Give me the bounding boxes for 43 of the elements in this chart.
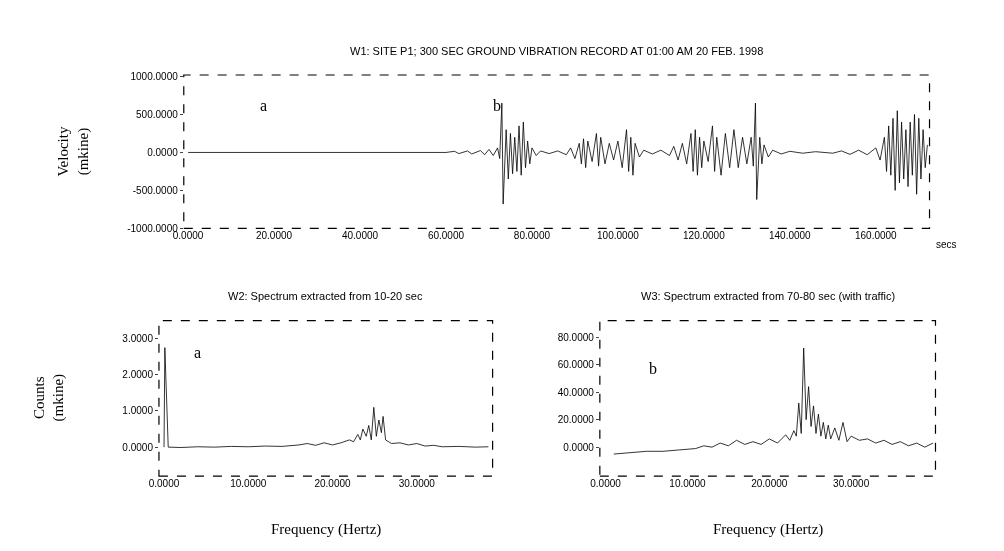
x-axis-title: Frequency (Hertz)	[271, 521, 382, 538]
y-tick-label: 1.0000	[122, 405, 154, 417]
x-tick-label: 140.0000	[768, 230, 812, 242]
y-tick-label: 2.0000	[122, 369, 154, 381]
y-tick-label: 60.0000	[557, 359, 595, 371]
x-tick-label: 120.0000	[683, 230, 726, 242]
y-tick-label: 0.0000	[122, 441, 154, 453]
x-tick-label: 30.0000	[833, 478, 870, 490]
x-tick-label: 160.0000	[854, 230, 898, 242]
x-axis-title: secs	[936, 239, 957, 250]
annotation: a	[194, 344, 202, 361]
y-tick-label: 1000.0000	[130, 71, 179, 83]
y-tick-label: -500.0000	[132, 184, 179, 196]
y-tick-label: 20.0000	[557, 414, 595, 426]
y-tick-label: 80.0000	[557, 331, 595, 343]
y-axis-title: Velocity (mkine)	[55, 126, 92, 177]
annotation: a	[260, 97, 268, 114]
annotation: b	[493, 97, 501, 114]
x-tick-label: 0.0000	[590, 478, 622, 490]
y-tick-label: 0.0000	[563, 441, 595, 453]
y-tick-label: 0.0000	[147, 146, 179, 158]
annotation: b	[649, 360, 657, 377]
x-tick-label: 30.0000	[398, 478, 436, 490]
y-tick-label: 500.0000	[136, 108, 179, 120]
chart-title: W2: Spectrum extracted from 10-20 sec	[228, 290, 423, 302]
x-tick-label: 10.0000	[669, 478, 706, 490]
x-tick-label: 10.0000	[230, 478, 267, 490]
y-axis-title: Counts (mkine)	[30, 373, 68, 422]
line-series	[163, 347, 489, 448]
x-tick-label: 100.0000	[597, 230, 640, 242]
chart-title: W1: SITE P1; 300 SEC GROUND VIBRATION RECORD AT 01:00 AM 20 FEB. 1998	[350, 45, 764, 57]
x-tick-label: 20.0000	[314, 478, 352, 490]
x-tick-label: 60.0000	[427, 230, 465, 242]
x-tick-label: 80.0000	[513, 230, 551, 242]
y-tick-label: 40.0000	[557, 386, 595, 398]
x-axis-title: Frequency (Hertz)	[713, 521, 824, 538]
x-tick-label: 40.0000	[341, 230, 379, 242]
x-tick-label: 0.0000	[172, 230, 204, 242]
y-tick-label: 3.0000	[122, 333, 154, 345]
chart-title: W3: Spectrum extracted from 70-80 sec (with traffic)	[641, 290, 896, 302]
line-series	[613, 347, 934, 455]
x-tick-label: 20.0000	[255, 230, 293, 242]
x-tick-label: 20.0000	[751, 478, 788, 490]
